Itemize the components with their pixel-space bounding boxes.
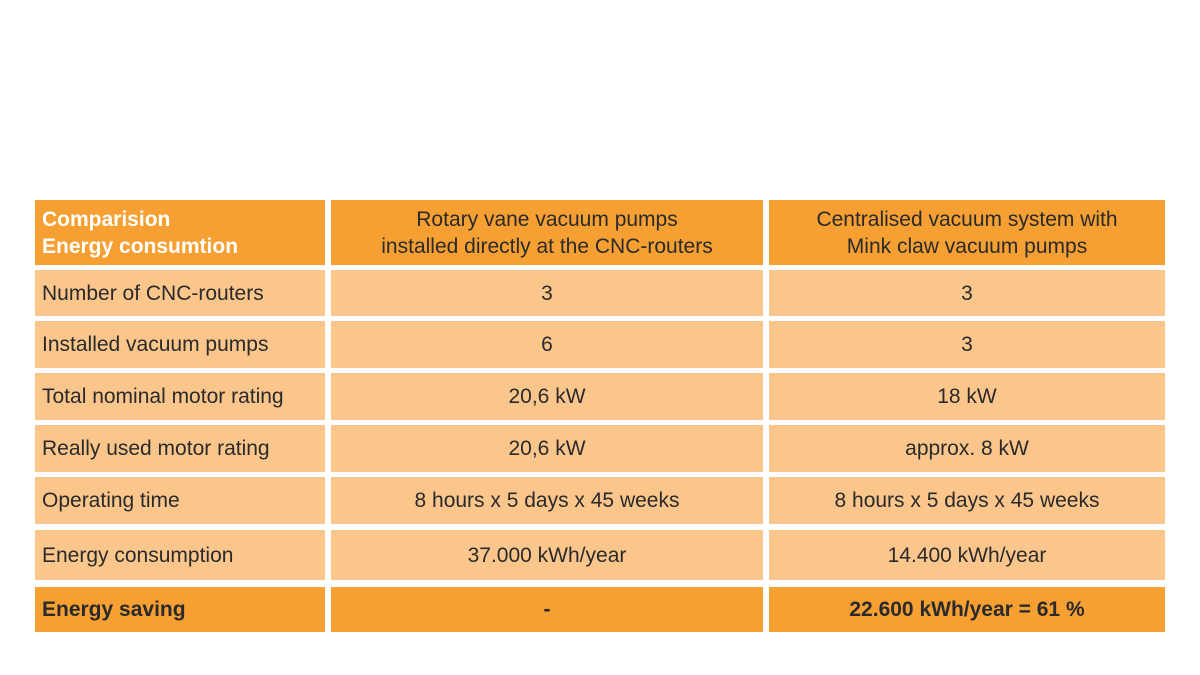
table-cell: Total nominal motor rating: [35, 373, 325, 420]
cell-text: 3: [541, 281, 553, 305]
cell-text: 18 kW: [937, 385, 997, 408]
header-text: Mink claw vacuum pumps: [846, 234, 1088, 258]
cell-text: Number of CNC-routers: [42, 281, 264, 305]
table-cell: 22.600 kWh/year = 61 %: [769, 587, 1165, 632]
cell-text: 8 hours x 5 days x 45 weeks: [834, 489, 1100, 512]
table-cell: Installed vacuum pumps: [35, 321, 325, 368]
cell-text: Installed vacuum pumps: [42, 333, 269, 356]
cell-text: 37.000 kWh/year: [467, 543, 627, 567]
table-cell: 6: [331, 321, 763, 368]
cell-text: Energy consumption: [42, 543, 234, 567]
cell-text: 20,6 kW: [508, 385, 586, 408]
table-cell: 3: [331, 270, 763, 316]
table-cell: 3: [769, 270, 1165, 316]
table-cell: 37.000 kWh/year: [331, 530, 763, 580]
cell-text: -: [543, 598, 551, 621]
cell-text: approx. 8 kW: [905, 437, 1029, 460]
cell-text: 6: [541, 333, 553, 356]
table-cell: 8 hours x 5 days x 45 weeks: [769, 477, 1165, 524]
cell-text: Total nominal motor rating: [42, 385, 284, 408]
table-cell: Really used motor rating: [35, 425, 325, 472]
table-cell: Operating time: [35, 477, 325, 524]
table-cell: -: [331, 587, 763, 632]
table-cell: approx. 8 kW: [769, 425, 1165, 472]
header-text: Energy consumtion: [42, 234, 239, 258]
header-cell: Centralised vacuum system with Mink claw …: [769, 200, 1165, 265]
table-cell: Number of CNC-routers: [35, 270, 325, 316]
table-cell: 20,6 kW: [331, 373, 763, 420]
table-cell: 3: [769, 321, 1165, 368]
table-cell: 14.400 kWh/year: [769, 530, 1165, 580]
cell-text: 22.600 kWh/year = 61 %: [849, 598, 1085, 621]
cell-text: 3: [961, 333, 973, 356]
header-cell: Comparision Energy consumtion: [35, 200, 325, 265]
header-text: Centralised vacuum system with: [816, 207, 1118, 231]
cell-text: Really used motor rating: [42, 437, 270, 460]
header-text: installed directly at the CNC-routers: [381, 234, 713, 258]
cell-text: 14.400 kWh/year: [887, 543, 1047, 567]
cell-text: Energy saving: [42, 598, 186, 621]
cell-text: 20,6 kW: [508, 437, 586, 460]
header-text: Rotary vane vacuum pumps: [416, 207, 678, 231]
cell-text: 3: [961, 281, 973, 305]
table-cell: 18 kW: [769, 373, 1165, 420]
header-text: Comparision: [42, 207, 171, 231]
table-cell: Energy consumption: [35, 530, 325, 580]
table-cell: 8 hours x 5 days x 45 weeks: [331, 477, 763, 524]
header-cell: Rotary vane vacuum pumps installed direct…: [331, 200, 763, 265]
cell-text: 8 hours x 5 days x 45 weeks: [414, 489, 680, 512]
cell-text: Operating time: [42, 489, 180, 512]
table-cell: 20,6 kW: [331, 425, 763, 472]
table-cell: Energy saving: [35, 587, 325, 632]
